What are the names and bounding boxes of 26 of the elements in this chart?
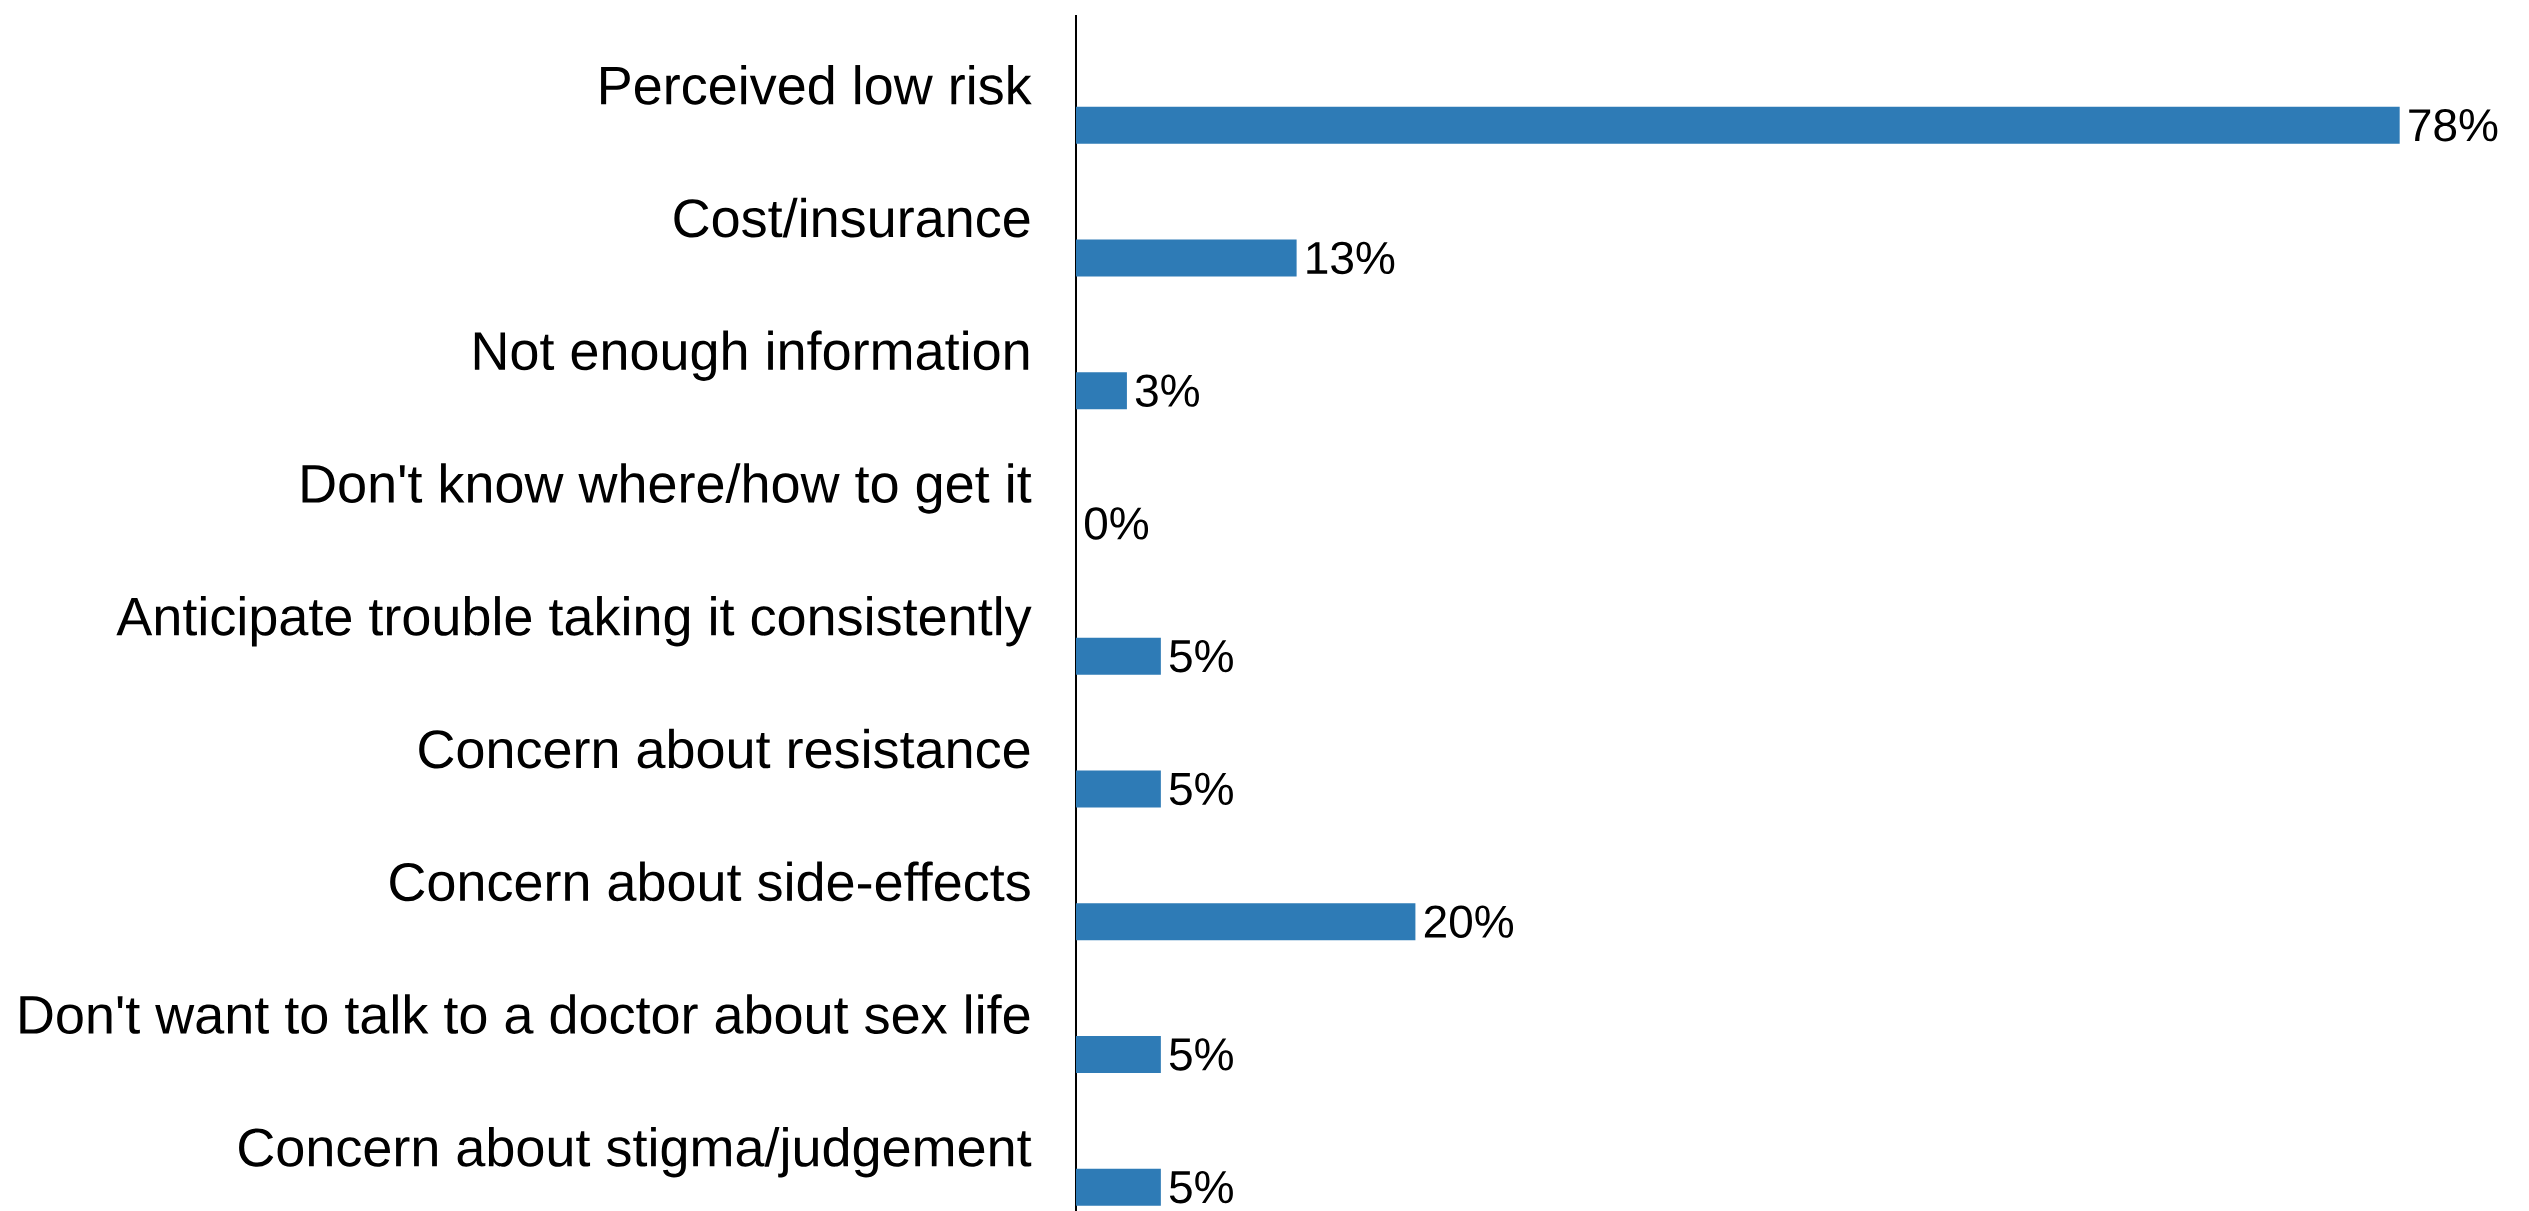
- y-tick-label: Don't know where/how to get it: [302, 463, 1032, 514]
- data-label: 5%: [1169, 640, 1233, 673]
- bar: [1076, 1168, 1161, 1206]
- data-label: 3%: [1135, 374, 1199, 407]
- bar: [1076, 372, 1127, 410]
- y-tick-label: Concern about stigma/judgement: [239, 1127, 1032, 1178]
- y-tick-label: Don't want to talk to a doctor about sex life: [20, 994, 1030, 1034]
- bar: [1076, 239, 1297, 277]
- y-tick-label: Cost/insurance: [674, 197, 1030, 238]
- data-label: 13%: [1307, 241, 1395, 275]
- data-label: 78%: [2409, 108, 2498, 142]
- bar: [1076, 106, 2400, 144]
- data-label: 5%: [1169, 772, 1233, 806]
- bar: [1076, 1035, 1161, 1073]
- data-label: 5%: [1169, 1038, 1233, 1071]
- y-tick-label: Perceived low risk: [601, 65, 1032, 105]
- y-tick-label: Concern about side-effects: [390, 861, 1030, 902]
- bar: [1076, 903, 1416, 941]
- y-tick-label: Not enough information: [474, 330, 1029, 381]
- data-label: 20%: [1424, 905, 1514, 938]
- bar: [1076, 770, 1161, 808]
- data-label: 5%: [1169, 1171, 1233, 1204]
- bar: [1076, 637, 1161, 675]
- y-tick-label: Concern about resistance: [419, 728, 1030, 769]
- data-label: 0%: [1085, 507, 1149, 540]
- y-tick-label: Anticipate trouble taking it consistently: [116, 596, 1032, 647]
